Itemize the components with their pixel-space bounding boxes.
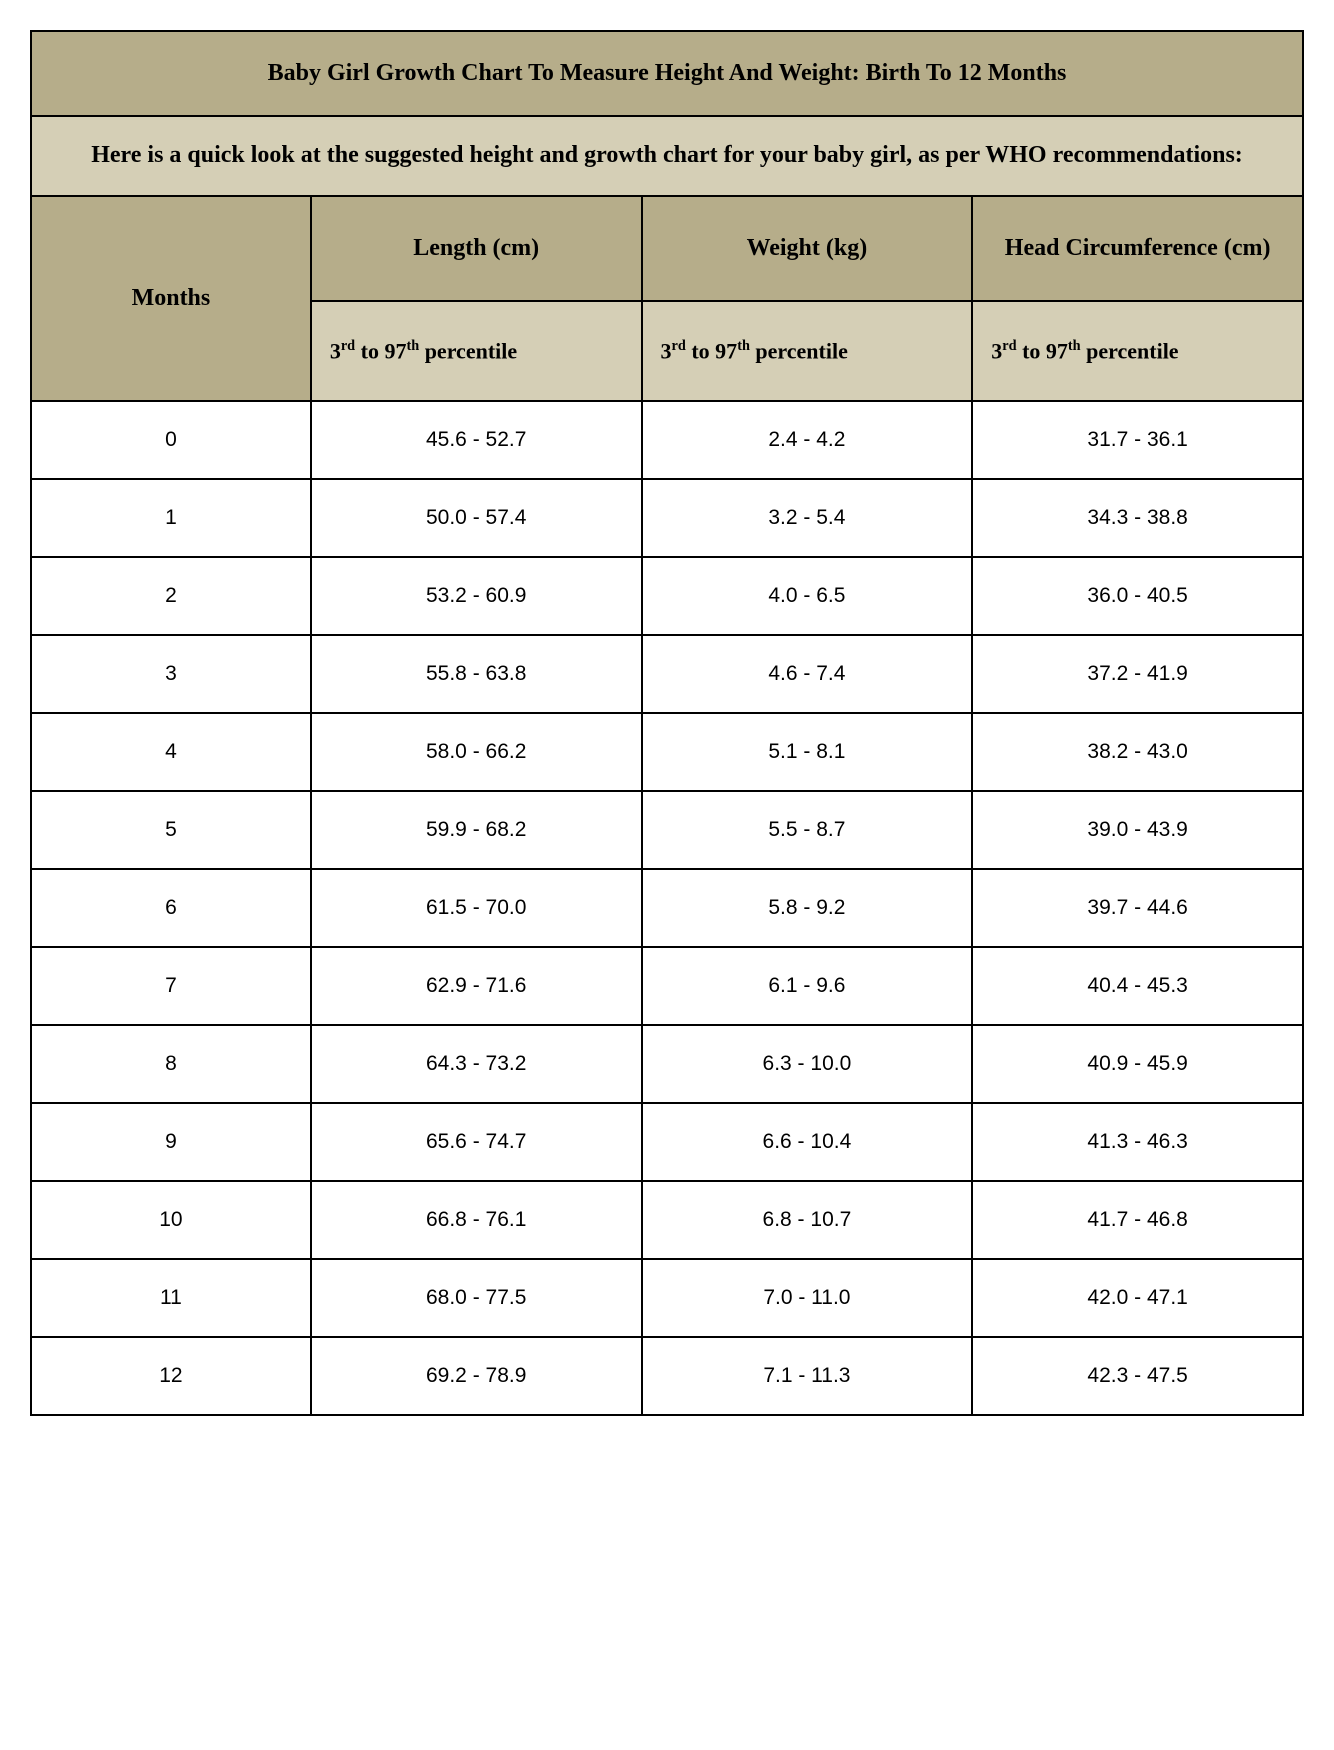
percentile-text: 3 <box>991 338 1002 363</box>
subtitle-row: Here is a quick look at the suggested he… <box>31 116 1303 196</box>
percentile-text: 3 <box>330 338 341 363</box>
cell-length: 64.3 - 73.2 <box>311 1025 642 1103</box>
cell-weight: 6.3 - 10.0 <box>642 1025 973 1103</box>
percentile-sup: rd <box>1002 338 1016 354</box>
cell-weight: 4.0 - 6.5 <box>642 557 973 635</box>
cell-length: 62.9 - 71.6 <box>311 947 642 1025</box>
cell-month: 6 <box>31 869 311 947</box>
percentile-text: 3 <box>661 338 672 363</box>
percentile-sup: th <box>737 338 750 354</box>
cell-weight: 6.8 - 10.7 <box>642 1181 973 1259</box>
cell-month: 5 <box>31 791 311 869</box>
table-row: 458.0 - 66.25.1 - 8.138.2 - 43.0 <box>31 713 1303 791</box>
header-head: Head Circumference (cm) <box>972 196 1303 301</box>
cell-head: 38.2 - 43.0 <box>972 713 1303 791</box>
cell-weight: 4.6 - 7.4 <box>642 635 973 713</box>
cell-weight: 7.1 - 11.3 <box>642 1337 973 1415</box>
table-row: 864.3 - 73.26.3 - 10.040.9 - 45.9 <box>31 1025 1303 1103</box>
table-row: 1269.2 - 78.97.1 - 11.342.3 - 47.5 <box>31 1337 1303 1415</box>
percentile-text: percentile <box>1081 338 1179 363</box>
cell-head: 41.3 - 46.3 <box>972 1103 1303 1181</box>
cell-length: 50.0 - 57.4 <box>311 479 642 557</box>
cell-length: 66.8 - 76.1 <box>311 1181 642 1259</box>
percentile-text: percentile <box>750 338 848 363</box>
table-row: 355.8 - 63.84.6 - 7.437.2 - 41.9 <box>31 635 1303 713</box>
cell-length: 69.2 - 78.9 <box>311 1337 642 1415</box>
table-row: 253.2 - 60.94.0 - 6.536.0 - 40.5 <box>31 557 1303 635</box>
table-row: 150.0 - 57.43.2 - 5.434.3 - 38.8 <box>31 479 1303 557</box>
cell-weight: 7.0 - 11.0 <box>642 1259 973 1337</box>
cell-head: 36.0 - 40.5 <box>972 557 1303 635</box>
percentile-sup: rd <box>672 338 686 354</box>
cell-month: 3 <box>31 635 311 713</box>
cell-weight: 5.5 - 8.7 <box>642 791 973 869</box>
cell-head: 42.3 - 47.5 <box>972 1337 1303 1415</box>
cell-weight: 5.1 - 8.1 <box>642 713 973 791</box>
growth-chart-table: Baby Girl Growth Chart To Measure Height… <box>30 30 1304 1416</box>
title-row: Baby Girl Growth Chart To Measure Height… <box>31 31 1303 116</box>
percentile-length: 3rd to 97th percentile <box>311 301 642 401</box>
cell-head: 40.9 - 45.9 <box>972 1025 1303 1103</box>
cell-head: 37.2 - 41.9 <box>972 635 1303 713</box>
cell-head: 41.7 - 46.8 <box>972 1181 1303 1259</box>
percentile-text: to 97 <box>686 338 737 363</box>
table-row: 559.9 - 68.25.5 - 8.739.0 - 43.9 <box>31 791 1303 869</box>
table-row: 1066.8 - 76.16.8 - 10.741.7 - 46.8 <box>31 1181 1303 1259</box>
percentile-text: to 97 <box>355 338 406 363</box>
cell-weight: 6.1 - 9.6 <box>642 947 973 1025</box>
cell-head: 39.7 - 44.6 <box>972 869 1303 947</box>
chart-title: Baby Girl Growth Chart To Measure Height… <box>31 31 1303 116</box>
header-row-1: Months Length (cm) Weight (kg) Head Circ… <box>31 196 1303 301</box>
data-body: 045.6 - 52.72.4 - 4.231.7 - 36.1150.0 - … <box>31 401 1303 1415</box>
cell-month: 4 <box>31 713 311 791</box>
cell-length: 68.0 - 77.5 <box>311 1259 642 1337</box>
table-row: 762.9 - 71.66.1 - 9.640.4 - 45.3 <box>31 947 1303 1025</box>
percentile-weight: 3rd to 97th percentile <box>642 301 973 401</box>
table-row: 661.5 - 70.05.8 - 9.239.7 - 44.6 <box>31 869 1303 947</box>
growth-chart-container: Baby Girl Growth Chart To Measure Height… <box>30 30 1304 1416</box>
cell-length: 65.6 - 74.7 <box>311 1103 642 1181</box>
cell-weight: 6.6 - 10.4 <box>642 1103 973 1181</box>
cell-weight: 2.4 - 4.2 <box>642 401 973 479</box>
cell-month: 2 <box>31 557 311 635</box>
cell-head: 42.0 - 47.1 <box>972 1259 1303 1337</box>
cell-head: 34.3 - 38.8 <box>972 479 1303 557</box>
cell-length: 59.9 - 68.2 <box>311 791 642 869</box>
cell-length: 61.5 - 70.0 <box>311 869 642 947</box>
cell-length: 55.8 - 63.8 <box>311 635 642 713</box>
percentile-text: to 97 <box>1017 338 1068 363</box>
percentile-sup: th <box>1068 338 1081 354</box>
cell-month: 9 <box>31 1103 311 1181</box>
table-row: 965.6 - 74.76.6 - 10.441.3 - 46.3 <box>31 1103 1303 1181</box>
cell-length: 53.2 - 60.9 <box>311 557 642 635</box>
percentile-text: percentile <box>419 338 517 363</box>
percentile-sup: th <box>406 338 419 354</box>
percentile-sup: rd <box>341 338 355 354</box>
cell-month: 8 <box>31 1025 311 1103</box>
cell-month: 11 <box>31 1259 311 1337</box>
cell-head: 31.7 - 36.1 <box>972 401 1303 479</box>
cell-month: 12 <box>31 1337 311 1415</box>
cell-month: 10 <box>31 1181 311 1259</box>
header-length: Length (cm) <box>311 196 642 301</box>
header-months: Months <box>31 196 311 401</box>
table-row: 1168.0 - 77.57.0 - 11.042.0 - 47.1 <box>31 1259 1303 1337</box>
cell-weight: 5.8 - 9.2 <box>642 869 973 947</box>
chart-subtitle: Here is a quick look at the suggested he… <box>31 116 1303 196</box>
cell-length: 58.0 - 66.2 <box>311 713 642 791</box>
header-weight: Weight (kg) <box>642 196 973 301</box>
cell-head: 40.4 - 45.3 <box>972 947 1303 1025</box>
cell-weight: 3.2 - 5.4 <box>642 479 973 557</box>
cell-month: 0 <box>31 401 311 479</box>
cell-head: 39.0 - 43.9 <box>972 791 1303 869</box>
cell-length: 45.6 - 52.7 <box>311 401 642 479</box>
cell-month: 1 <box>31 479 311 557</box>
table-row: 045.6 - 52.72.4 - 4.231.7 - 36.1 <box>31 401 1303 479</box>
percentile-head: 3rd to 97th percentile <box>972 301 1303 401</box>
cell-month: 7 <box>31 947 311 1025</box>
